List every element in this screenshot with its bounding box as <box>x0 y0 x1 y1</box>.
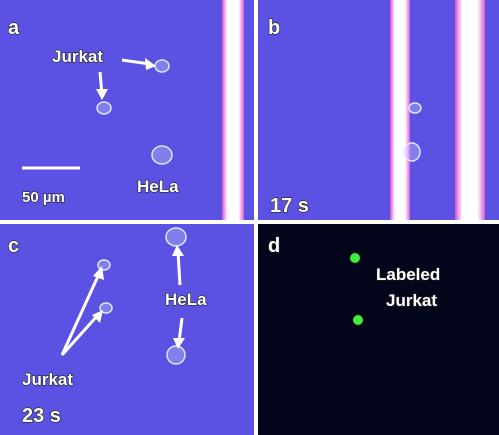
cell <box>167 346 185 364</box>
panel-label: c <box>8 235 19 257</box>
annotation: Jurkat <box>52 47 103 66</box>
panel-a: a Jurkat HeLa 50 µm <box>0 0 254 220</box>
cell <box>166 228 186 246</box>
annotation: Jurkat <box>386 291 437 310</box>
panel-background <box>258 224 499 435</box>
time-label: 23 s <box>22 405 61 427</box>
panel-b: b 17 s <box>258 0 499 220</box>
annotation: Jurkat <box>22 370 73 389</box>
panel-label: d <box>268 235 280 257</box>
electrode-stripe <box>222 0 244 220</box>
panel-d: d Labeled Jurkat <box>258 224 499 435</box>
panel-background <box>0 224 254 435</box>
panel-label: b <box>268 17 280 39</box>
panel-label: a <box>8 17 20 39</box>
cell <box>404 143 420 161</box>
time-label: 17 s <box>270 195 309 217</box>
cell <box>155 60 169 72</box>
cell <box>97 102 111 114</box>
page: a Jurkat HeLa 50 µm b 17 s c HeLa Jurkat… <box>0 0 499 435</box>
panel-c: c HeLa Jurkat 23 s <box>0 224 254 435</box>
fluorescent-cell <box>350 253 360 263</box>
fluorescent-cell <box>353 315 363 325</box>
cell <box>152 146 172 164</box>
scale-label: 50 µm <box>22 189 65 206</box>
panel-background <box>0 0 254 220</box>
electrode-stripe <box>455 0 485 220</box>
annotation: Labeled <box>376 265 440 284</box>
annotation: HeLa <box>165 290 207 309</box>
annotation: HeLa <box>137 177 179 196</box>
cell <box>409 103 421 113</box>
electrode-stripe <box>390 0 410 220</box>
figure: a Jurkat HeLa 50 µm b 17 s c HeLa Jurkat… <box>0 0 499 435</box>
